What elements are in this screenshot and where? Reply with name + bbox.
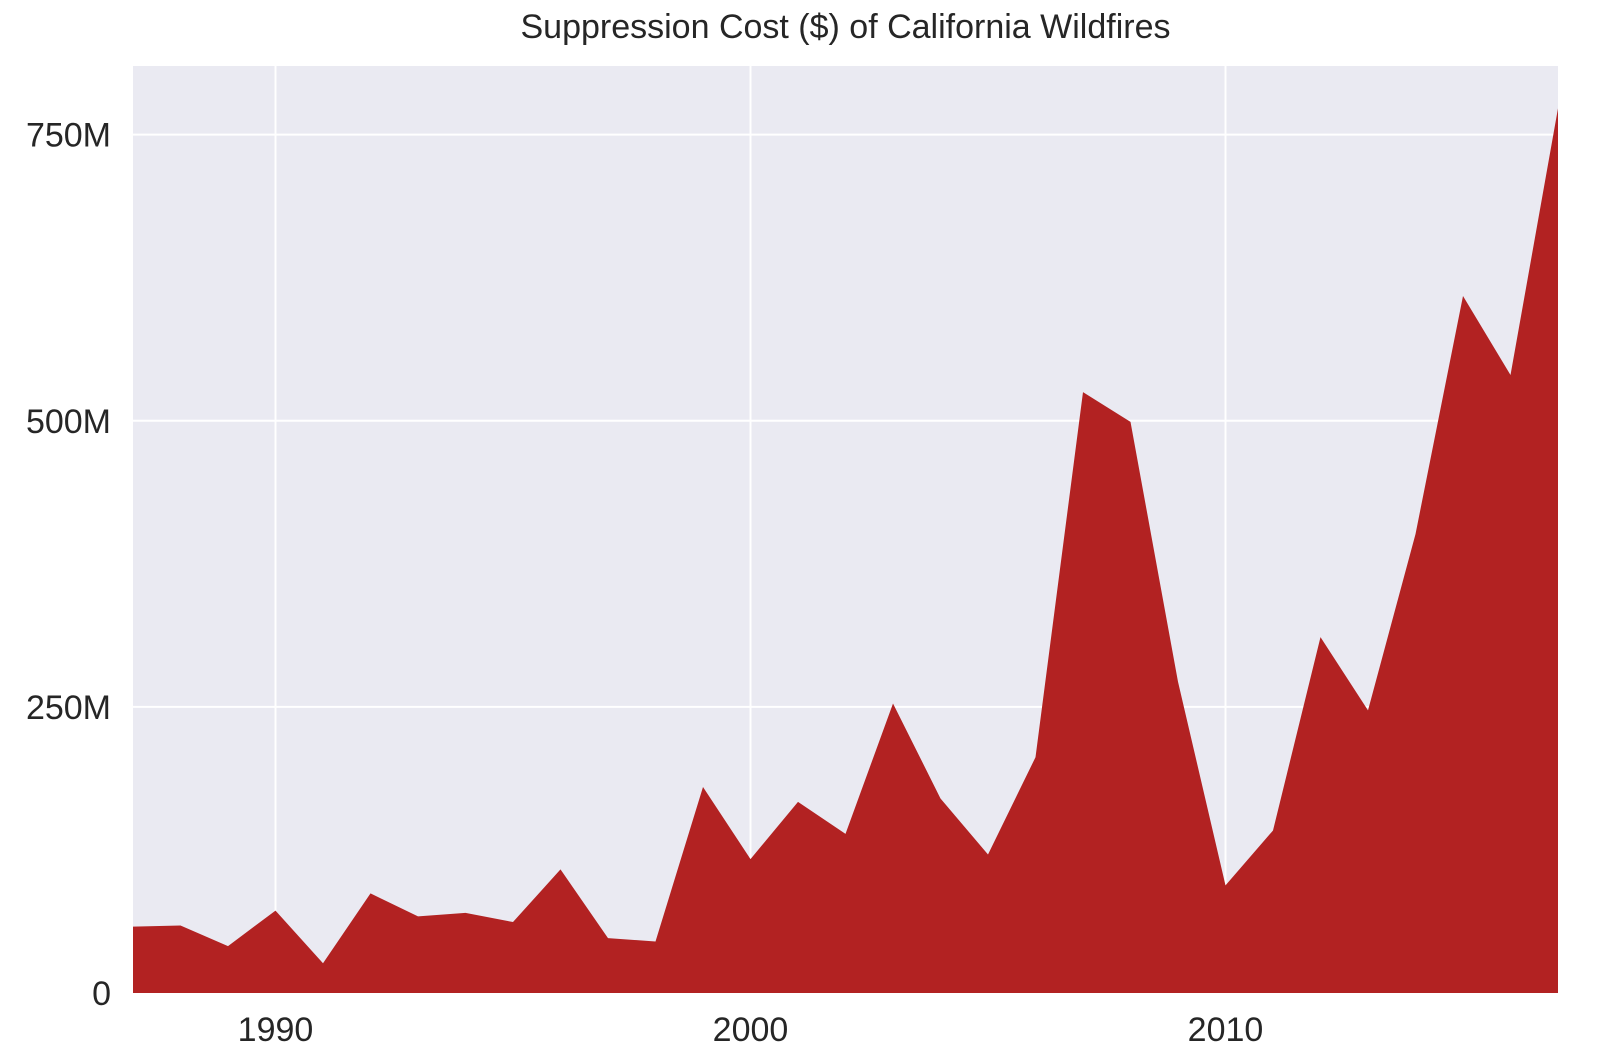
y-tick-label-500M: 500M [26, 403, 111, 441]
x-tick-label-1990: 1990 [238, 1011, 314, 1049]
area-series [133, 108, 1558, 994]
y-tick-labels: 0 250M 500M 750M [26, 117, 111, 1013]
x-tick-label-2000: 2000 [713, 1011, 789, 1049]
y-tick-label-0: 0 [92, 975, 111, 1013]
grid-lines [133, 66, 1558, 993]
y-tick-label-250M: 250M [26, 689, 111, 727]
chart-title: Suppression Cost ($) of California Wildf… [520, 8, 1171, 46]
y-tick-label-750M: 750M [26, 117, 111, 155]
x-tick-labels: 1990 2000 2010 [238, 1011, 1264, 1049]
x-tick-label-2010: 2010 [1188, 1011, 1264, 1049]
